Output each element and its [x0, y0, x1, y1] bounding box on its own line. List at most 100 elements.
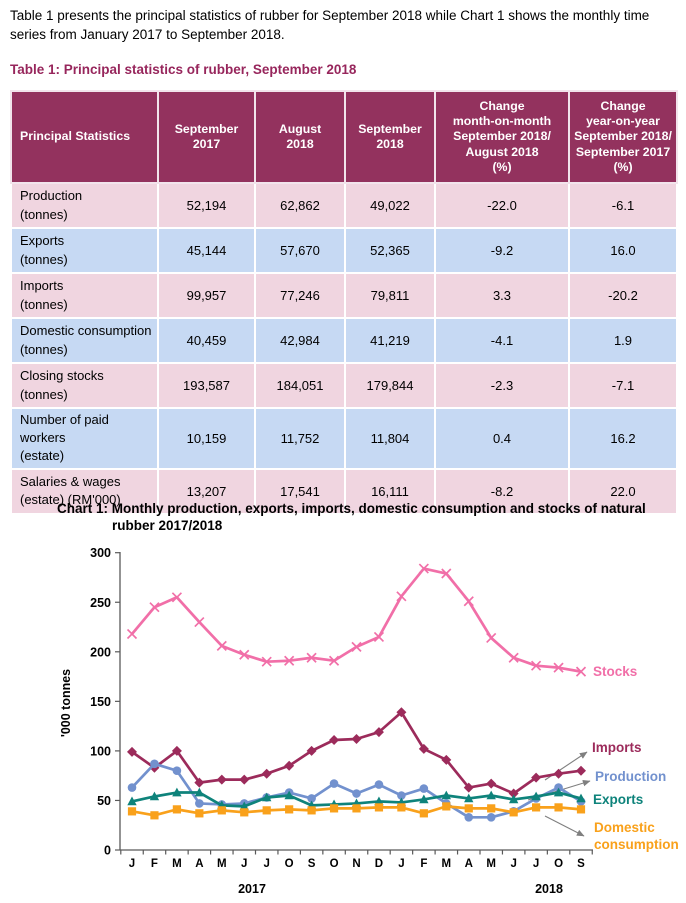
row-label: Imports (tonnes) — [10, 272, 159, 319]
table-row: Salaries & wages (estate) (RM'000) 13,207… — [10, 467, 678, 515]
chart-title-line2: rubber 2017/2018 — [112, 518, 223, 533]
y-axis-title: '000 tonnes — [59, 669, 73, 737]
table-title: Table 1: Principal statistics of rubber,… — [10, 62, 357, 77]
table-cell: 184,051 — [254, 362, 346, 409]
table-cell: 11,752 — [254, 407, 346, 470]
table-cell: 52,365 — [344, 227, 436, 274]
x-tick-label: F — [151, 858, 158, 870]
x-tick-label: M — [442, 858, 452, 870]
chart-title-line1: Chart 1: Monthly production, exports, im… — [57, 501, 646, 516]
y-tick-label: 150 — [90, 695, 111, 709]
x-tick-label: J — [533, 858, 539, 870]
year-label-2018: 2018 — [535, 882, 563, 896]
table-header: Principal Statistics September 2017 August… — [10, 90, 678, 184]
intro-paragraph: Table 1 presents the principal statistic… — [10, 8, 650, 43]
y-tick-label: 50 — [97, 794, 111, 808]
table-cell: 40,459 — [157, 317, 256, 364]
table-cell: -8.2 — [434, 467, 570, 515]
table-cell: 45,144 — [157, 227, 256, 274]
x-tick-label: D — [375, 858, 383, 870]
table-cell: 11,804 — [344, 407, 436, 470]
table-cell: 16.2 — [568, 407, 678, 470]
chart-axes: 0 50 100 150 200 250 300 J F M A M J J O S O N D J F M A M J J O S 2… — [59, 546, 593, 896]
stocks-series — [126, 563, 587, 677]
table-cell: 99,957 — [157, 272, 256, 319]
x-tick-label: J — [129, 858, 135, 870]
x-tick-label: J — [263, 858, 269, 870]
table-row: Production (tonnes) 52,194 62,862 49,022 -22… — [10, 182, 678, 229]
row-label: Domestic consumption (tonnes) — [10, 317, 159, 364]
table-cell: -9.2 — [434, 227, 570, 274]
x-tick-label: S — [308, 858, 316, 870]
table-row: Closing stocks (tonnes) 193,587 184,051 179… — [10, 362, 678, 409]
table-cell: -20.2 — [568, 272, 678, 319]
x-tick-label: A — [195, 858, 203, 870]
row-label: Salaries & wages (estate) (RM'000) — [10, 467, 159, 515]
legend-label-stocks: Stocks — [593, 664, 637, 679]
column-header: Change year-on-year September 2018/ Sept… — [568, 90, 678, 184]
table-row: Imports (tonnes) 99,957 77,246 79,811 3.3 -20… — [10, 272, 678, 319]
x-tick-label: A — [465, 858, 473, 870]
table-cell: 0.4 — [434, 407, 570, 470]
table-cell: 42,984 — [254, 317, 346, 364]
imports-series — [127, 707, 586, 799]
table-cell: -6.1 — [568, 182, 678, 229]
x-tick-label: O — [285, 858, 294, 870]
x-tick-label: S — [577, 858, 585, 870]
chart-title: Chart 1: Monthly production, exports, im… — [57, 500, 657, 534]
x-tick-label: M — [486, 858, 496, 870]
table-cell: 16.0 — [568, 227, 678, 274]
row-label: Production (tonnes) — [10, 182, 159, 229]
x-tick-label: M — [217, 858, 227, 870]
table-cell: 52,194 — [157, 182, 256, 229]
legend-label-production: Production — [595, 769, 666, 784]
table-row: Domestic consumption (tonnes) 40,459 42,98… — [10, 317, 678, 364]
domestic-consumption-series — [127, 802, 586, 820]
row-label: Closing stocks (tonnes) — [10, 362, 159, 409]
table-cell: 22.0 — [568, 467, 678, 515]
table-cell: 16,111 — [344, 467, 436, 515]
column-header: Principal Statistics — [10, 90, 159, 184]
table-cell: 3.3 — [434, 272, 570, 319]
table-cell: 62,862 — [254, 182, 346, 229]
x-tick-label: F — [420, 858, 427, 870]
column-header: September 2018 — [344, 90, 436, 184]
table-cell: 57,670 — [254, 227, 346, 274]
x-tick-label: O — [330, 858, 339, 870]
table-row: Number of paid workers (estate) 10,159 11,… — [10, 407, 678, 470]
x-tick-label: J — [398, 858, 404, 870]
table-cell: -7.1 — [568, 362, 678, 409]
statistics-table: Principal Statistics September 2017 August… — [10, 90, 678, 515]
x-tick-label: O — [554, 858, 563, 870]
x-tick-label: J — [241, 858, 247, 870]
y-tick-label: 250 — [90, 596, 111, 610]
table-cell: -4.1 — [434, 317, 570, 364]
table-cell: 79,811 — [344, 272, 436, 319]
year-label-2017: 2017 — [238, 882, 266, 896]
legend-label-domestic: Domestic consumption — [594, 820, 679, 852]
row-label: Number of paid workers (estate) — [10, 407, 159, 470]
table-cell: 13,207 — [157, 467, 256, 515]
table-cell: -22.0 — [434, 182, 570, 229]
x-tick-label: N — [352, 858, 360, 870]
x-tick-label: M — [172, 858, 182, 870]
table-cell: 77,246 — [254, 272, 346, 319]
table-cell: 1.9 — [568, 317, 678, 364]
legend-label-exports: Exports — [593, 792, 643, 807]
table-cell: 41,219 — [344, 317, 436, 364]
table-cell: 17,541 — [254, 467, 346, 515]
column-header: September 2017 — [157, 90, 256, 184]
y-tick-label: 300 — [90, 546, 111, 560]
column-header: August 2018 — [254, 90, 346, 184]
table-cell: 179,844 — [344, 362, 436, 409]
table-cell: 10,159 — [157, 407, 256, 470]
rubber-line-chart: 0 50 100 150 200 250 300 J F M A M J J O S O N D J F M A M J J O S 2… — [59, 546, 679, 896]
y-tick-label: 200 — [90, 645, 111, 659]
table-row: Exports (tonnes) 45,144 57,670 52,365 -9.2 16… — [10, 227, 678, 274]
x-tick-label: J — [510, 858, 516, 870]
column-header: Change month-on-month September 2018/ Au… — [434, 90, 570, 184]
table-cell: -2.3 — [434, 362, 570, 409]
y-tick-label: 0 — [104, 844, 111, 858]
row-label: Exports (tonnes) — [10, 227, 159, 274]
table-cell: 193,587 — [157, 362, 256, 409]
